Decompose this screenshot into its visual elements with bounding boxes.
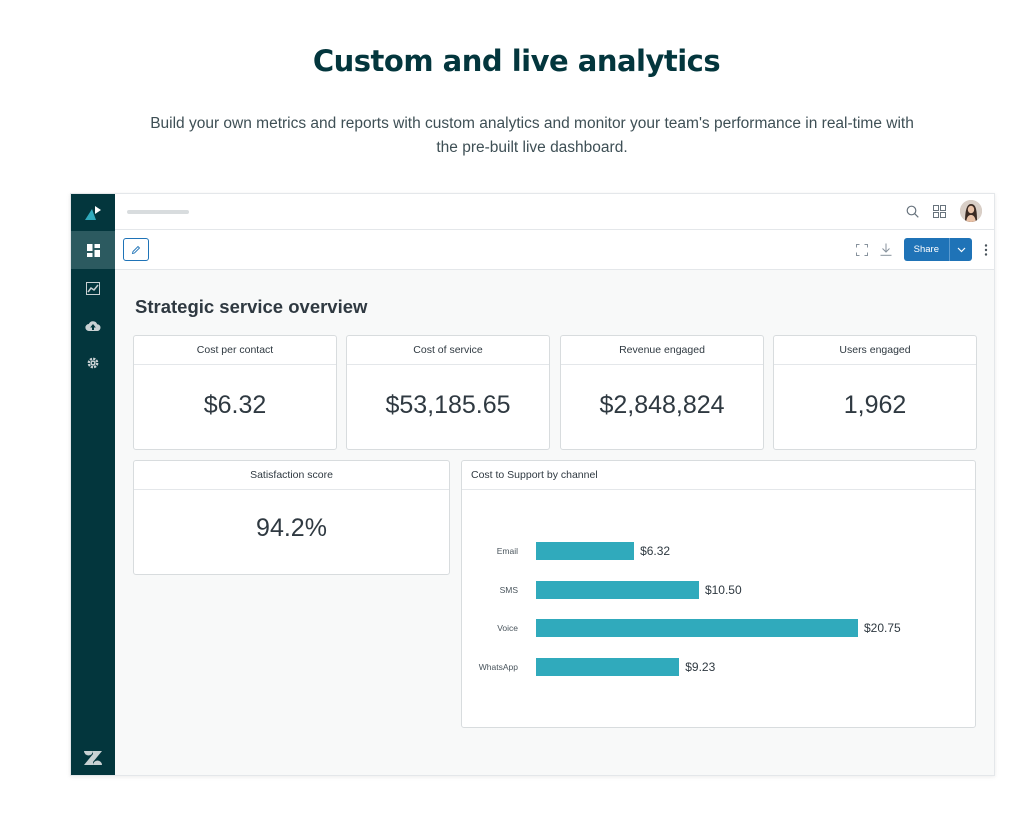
kpi-value: $53,185.65 [385,391,511,419]
zendesk-logo-icon [71,739,115,775]
kpi-label: Cost per contact [134,336,336,365]
kpi-card-cost-per-contact: Cost per contact $6.32 [133,335,337,450]
apps-grid-icon[interactable] [933,204,946,218]
bar-category-label: Email [496,546,518,556]
bar-category-label: WhatsApp [478,661,518,672]
dashboard-title: Strategic service overview [135,296,368,317]
reports-icon [86,281,100,295]
edit-button[interactable] [123,238,149,261]
breadcrumb [127,210,189,214]
kpi-value: $6.32 [203,391,267,419]
chart-title: Cost to Support by channel [462,461,975,490]
chevron-down-icon [957,247,965,252]
page-headline: Custom and live analytics [312,44,721,78]
bar-whatsapp[interactable] [536,657,680,676]
sidebar-item-reports[interactable] [71,269,115,307]
pencil-icon [131,245,141,254]
analytics-app-window: Share Strategic service overview Cost pe… [70,193,995,776]
sidebar-item-upload[interactable] [71,307,115,345]
upload-icon [85,321,101,332]
kpi-card-satisfaction-score: Satisfaction score 94.2% [133,460,450,575]
kpi-label: Satisfaction score [134,461,449,490]
bar-category-label: Voice [497,623,518,633]
kpi-value: 94.2% [256,514,327,542]
bar-category-label: SMS [499,584,518,595]
bar-value-label: $6.32 [640,544,671,558]
kpi-label: Users engaged [774,336,976,365]
more-vertical-icon[interactable] [984,243,988,256]
dashboard-toolbar: Share [115,230,994,270]
fullscreen-icon[interactable] [855,243,868,256]
settings-icon [87,357,99,369]
bar-value-label: $10.50 [704,582,742,597]
share-options-button[interactable] [949,238,972,261]
bar-email[interactable] [536,542,635,560]
sidebar [71,194,115,775]
kpi-label: Revenue engaged [561,336,763,365]
share-button[interactable]: Share [903,238,949,261]
page-subtitle: Build your own metrics and reports with … [150,115,914,156]
sidebar-item-dashboards[interactable] [71,231,115,269]
kpi-card-revenue-engaged: Revenue engaged $2,848,824 [560,335,764,450]
kpi-value: 1,962 [843,391,907,419]
download-icon[interactable] [880,243,892,256]
kpi-value: $2,848,824 [599,391,725,419]
search-icon[interactable] [906,205,919,218]
product-logo-icon [71,194,115,232]
kpi-card-users-engaged: Users engaged 1,962 [773,335,977,450]
dashboard-icon [86,243,100,257]
bar-sms[interactable] [536,580,699,599]
bar-value-label: $9.23 [685,659,716,674]
avatar[interactable] [960,200,982,222]
top-bar [115,194,994,230]
sidebar-item-settings[interactable] [71,344,115,382]
chart-cost-to-support: Cost to Support by channel Email $6.32 SMS… [461,460,976,728]
kpi-label: Cost of service [347,336,549,365]
bar-value-label: $20.75 [864,621,901,635]
bar-voice[interactable] [536,619,858,637]
kpi-card-cost-of-service: Cost of service $53,185.65 [346,335,550,450]
